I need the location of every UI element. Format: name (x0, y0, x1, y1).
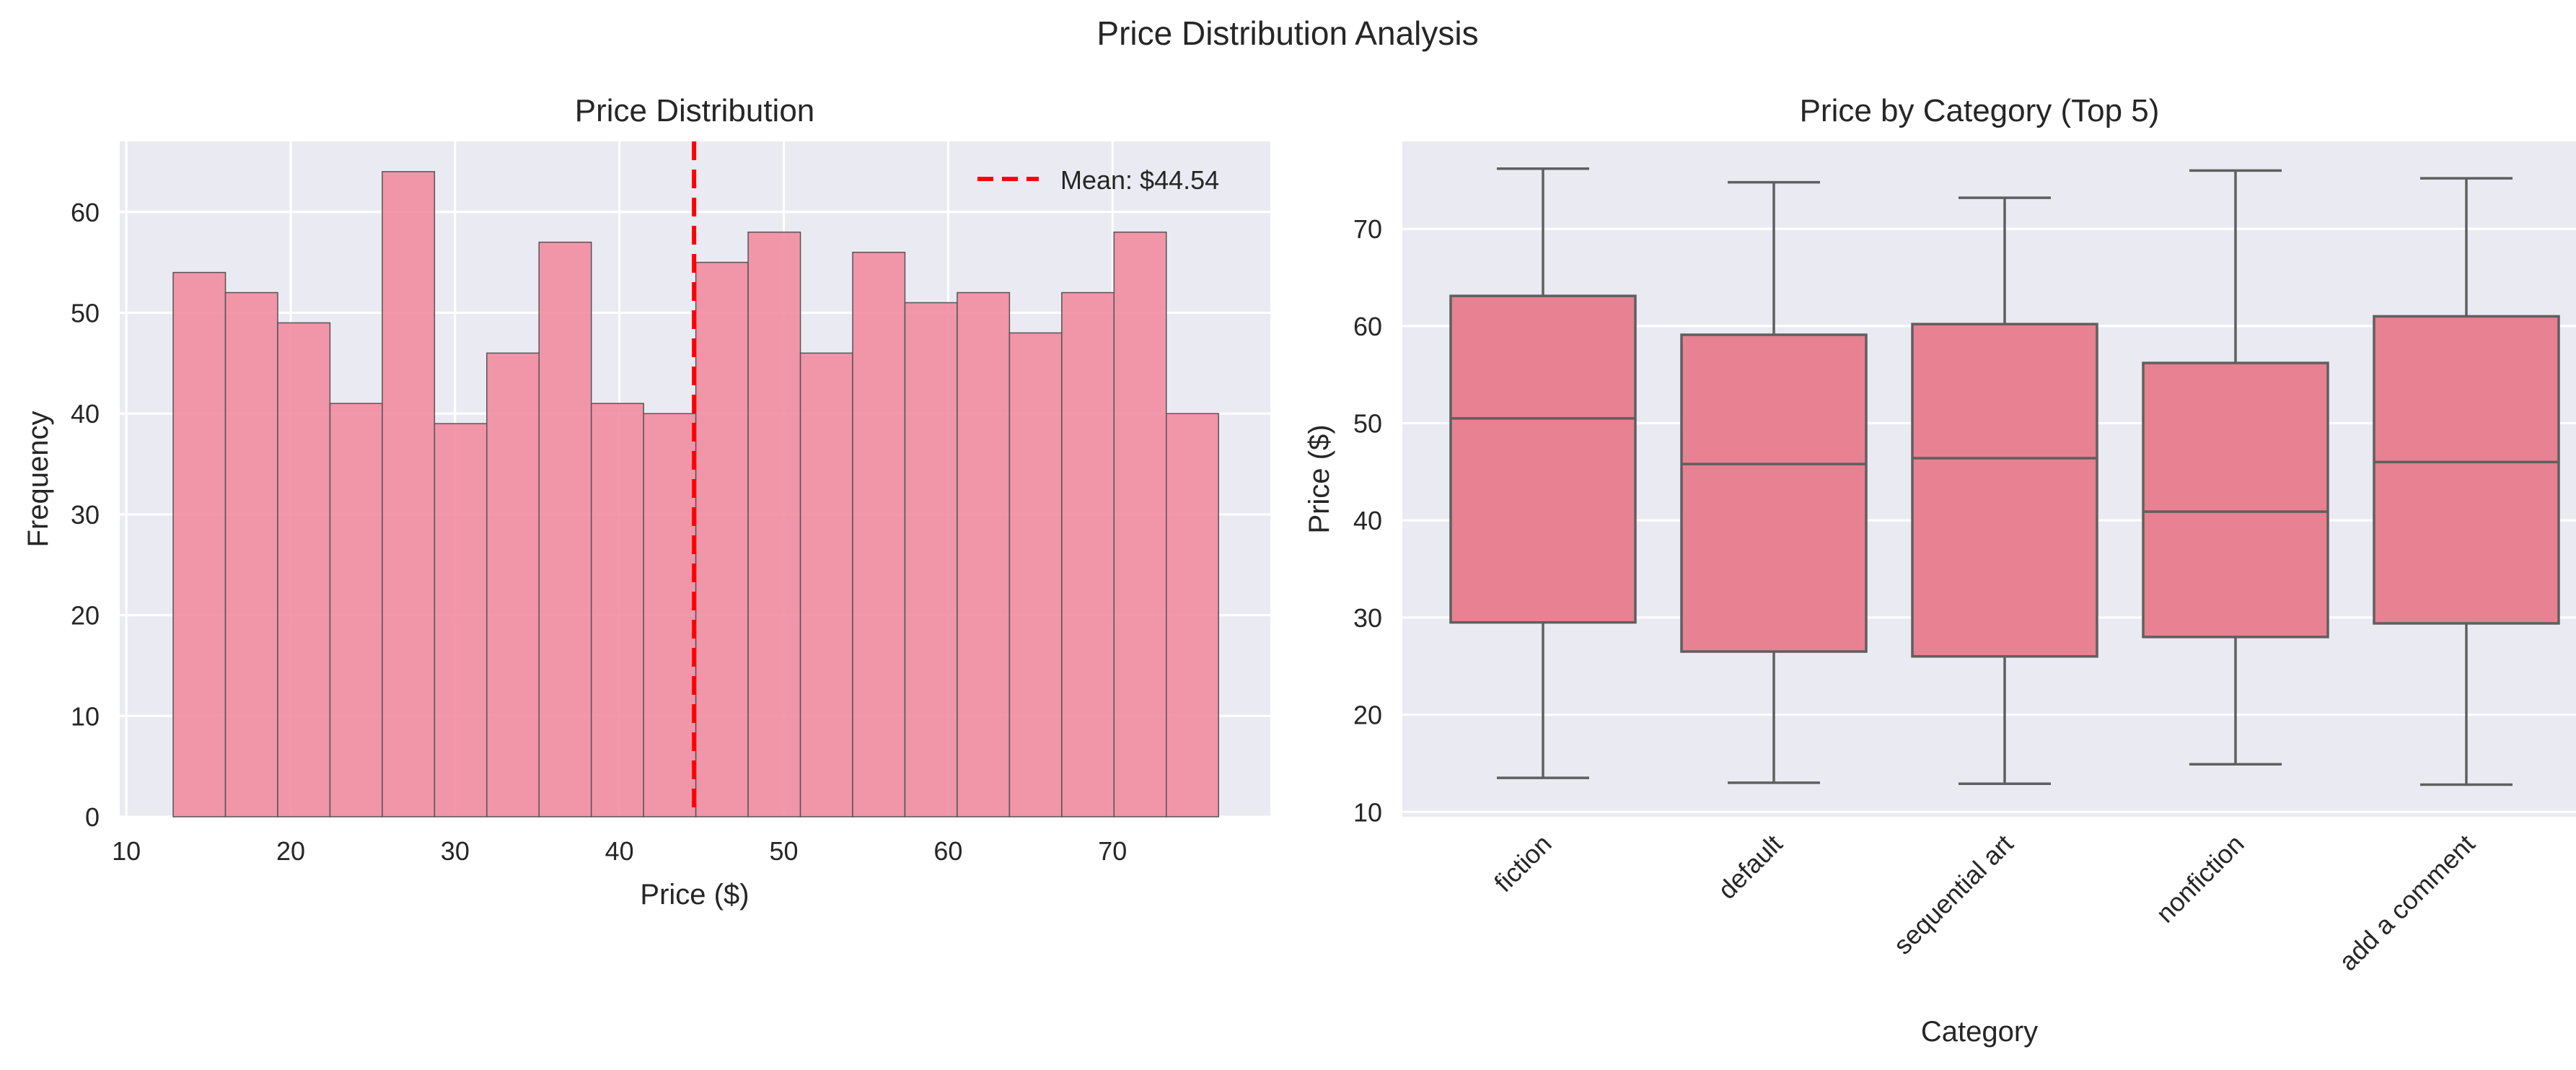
histogram-bar (172, 271, 227, 817)
boxplot-boxes (1449, 167, 2560, 786)
boxplot-box-group (2373, 177, 2560, 786)
histogram-y-tick-labels: 0 10 20 30 40 50 60 (71, 198, 100, 832)
histogram-y-tick-label: 60 (71, 198, 100, 227)
histogram-bar (1166, 413, 1219, 817)
histogram-bar (590, 403, 644, 817)
histogram-bar (224, 291, 278, 817)
histogram-title: Price Distribution (575, 93, 815, 128)
figure-suptitle: Price Distribution Analysis (1096, 14, 1478, 52)
histogram-y-tick-label: 30 (71, 500, 100, 530)
histogram-x-tick-label: 20 (276, 836, 305, 866)
histogram-y-tick-label: 50 (71, 298, 100, 328)
iqr-box (2142, 361, 2329, 639)
histogram-panel: 10 20 30 40 50 60 70 0 10 20 30 40 50 60 Price Distr… (22, 93, 1270, 911)
boxplot-box-group (1449, 167, 1637, 779)
boxplot-title: Price by Category (Top 5) (1800, 93, 2160, 128)
histogram-legend: Mean: $44.54 (977, 165, 1219, 195)
histogram-bar (538, 241, 592, 817)
legend-mean-label: Mean: $44.54 (1060, 165, 1219, 195)
histogram-bars (172, 171, 1219, 817)
histogram-x-tick-label: 10 (112, 836, 141, 866)
iqr-box (1911, 323, 2098, 658)
boxplot-y-tick-label: 60 (1353, 312, 1382, 341)
histogram-bar (1113, 231, 1167, 817)
histogram-x-tick-label: 70 (1098, 836, 1127, 866)
boxplot-y-tick-label: 20 (1353, 701, 1382, 730)
boxplot-x-axis-label: Category (1921, 1016, 2038, 1048)
boxplot-y-tick-label: 50 (1353, 409, 1382, 439)
boxplot-y-tick-labels: 10 20 30 40 50 60 70 (1353, 214, 1382, 827)
histogram-bar (643, 413, 697, 817)
boxplot-box-group (1680, 180, 1868, 784)
histogram-bar (277, 322, 331, 817)
histogram-x-tick-label: 60 (933, 836, 962, 866)
histogram-x-tick-label: 50 (770, 836, 799, 866)
histogram-x-axis-label: Price ($) (640, 879, 749, 911)
histogram-bar (695, 261, 749, 817)
iqr-box (1449, 294, 1637, 624)
histogram-y-axis-label: Frequency (22, 411, 54, 548)
histogram-x-tick-label: 40 (605, 836, 634, 866)
histogram-bar (486, 352, 540, 817)
histogram-bar (1008, 332, 1063, 817)
boxplot-box-group (1911, 196, 2098, 785)
boxplot-y-tick-label: 30 (1353, 603, 1382, 633)
histogram-bar (382, 171, 436, 817)
histogram-bar (957, 291, 1011, 817)
boxplot-box-group (2142, 169, 2329, 766)
histogram-x-tick-label: 30 (441, 836, 470, 866)
histogram-x-tick-labels: 10 20 30 40 50 60 70 (112, 836, 1127, 866)
histogram-y-tick-label: 20 (71, 601, 100, 631)
histogram-bar (904, 302, 958, 817)
boxplot-y-tick-label: 10 (1353, 797, 1382, 827)
boxplot-y-axis-label: Price ($) (1304, 424, 1335, 533)
histogram-bar (434, 423, 488, 817)
boxplot-y-tick-label: 70 (1353, 214, 1382, 244)
iqr-box (2373, 315, 2560, 625)
histogram-bar (799, 352, 853, 817)
histogram-bar (329, 403, 383, 817)
histogram-bar (1061, 291, 1115, 817)
histogram-bar (747, 231, 801, 817)
iqr-box (1680, 333, 1868, 653)
histogram-y-tick-label: 0 (85, 802, 100, 832)
boxplot-y-tick-label: 40 (1353, 506, 1382, 535)
histogram-y-tick-label: 40 (71, 399, 100, 429)
histogram-y-tick-label: 10 (71, 701, 100, 731)
histogram-bar (852, 251, 906, 817)
